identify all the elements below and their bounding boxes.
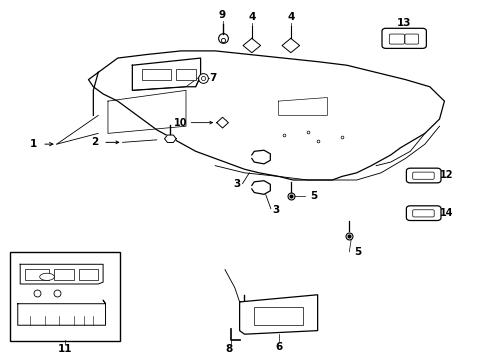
FancyBboxPatch shape: [406, 206, 440, 221]
Polygon shape: [132, 58, 200, 90]
Polygon shape: [239, 295, 317, 334]
Bar: [10, 252, 120, 341]
Bar: [54, 269, 74, 280]
Text: 4: 4: [286, 12, 294, 22]
Text: 14: 14: [439, 208, 452, 218]
Bar: [142, 69, 171, 80]
Text: 5: 5: [310, 191, 317, 201]
Bar: [254, 307, 303, 325]
Text: 7: 7: [209, 73, 216, 83]
Polygon shape: [243, 39, 260, 53]
Polygon shape: [251, 150, 270, 164]
Text: 12: 12: [439, 170, 452, 180]
FancyBboxPatch shape: [406, 168, 440, 183]
Text: 9: 9: [219, 10, 225, 21]
Polygon shape: [20, 264, 103, 284]
Text: 6: 6: [274, 342, 282, 352]
Bar: [79, 269, 98, 280]
Text: 5: 5: [353, 247, 361, 257]
FancyBboxPatch shape: [381, 28, 426, 48]
FancyBboxPatch shape: [412, 172, 433, 179]
Polygon shape: [164, 135, 176, 143]
Text: 11: 11: [58, 344, 72, 354]
Polygon shape: [251, 181, 270, 194]
Ellipse shape: [40, 273, 54, 280]
Text: 8: 8: [225, 344, 232, 354]
Text: 2: 2: [91, 138, 98, 147]
Bar: [176, 69, 195, 80]
Polygon shape: [18, 300, 105, 325]
Text: 1: 1: [30, 139, 37, 149]
FancyBboxPatch shape: [388, 34, 404, 44]
FancyBboxPatch shape: [412, 210, 433, 217]
Text: 3: 3: [272, 206, 280, 216]
Text: 4: 4: [247, 12, 255, 22]
Text: 13: 13: [396, 18, 411, 28]
FancyBboxPatch shape: [404, 34, 418, 44]
Bar: [25, 269, 49, 280]
Polygon shape: [216, 117, 228, 128]
Polygon shape: [282, 39, 299, 53]
Text: 10: 10: [173, 118, 186, 128]
Text: 3: 3: [233, 179, 240, 189]
